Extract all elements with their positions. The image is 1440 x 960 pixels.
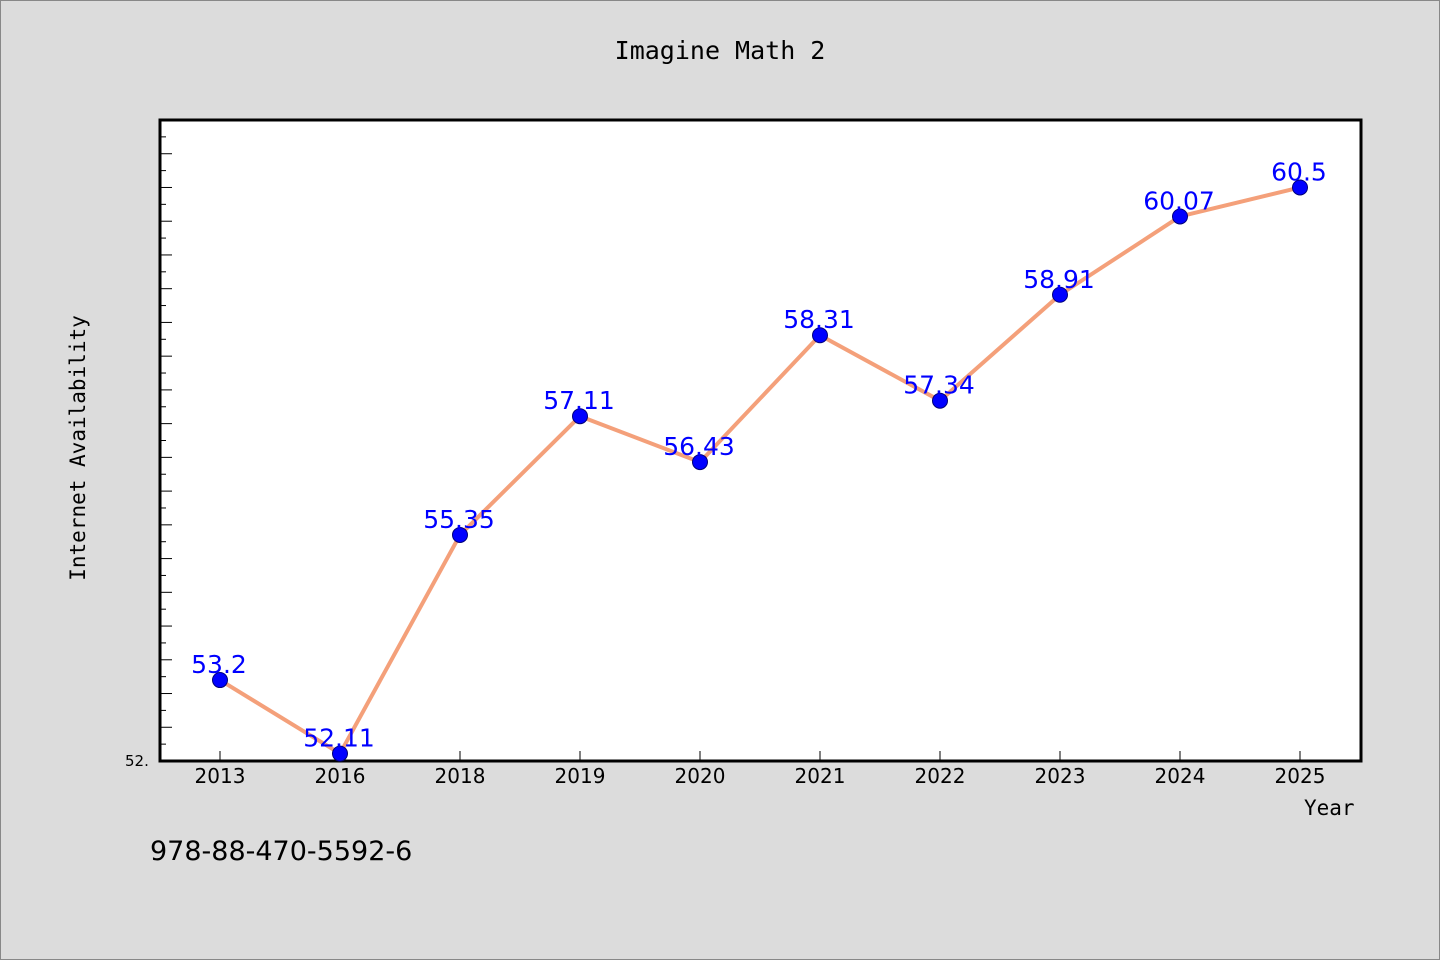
isbn-text: 978-88-470-5592-6 xyxy=(150,836,413,867)
x-tick-label: 2024 xyxy=(1155,764,1206,788)
x-tick-label: 2023 xyxy=(1035,764,1086,788)
series-line xyxy=(218,185,1301,756)
x-tick-label: 2021 xyxy=(795,764,846,788)
data-label: 55.35 xyxy=(423,505,495,534)
data-label: 57.34 xyxy=(903,371,975,400)
data-point xyxy=(212,672,228,689)
data-label: 52.11 xyxy=(303,724,375,753)
data-point xyxy=(1052,286,1068,303)
data-point xyxy=(332,745,348,762)
data-label: 60.5 xyxy=(1271,157,1327,186)
x-axis-ticks: 2013 2016 2018 2019 2020 2021 2022 2023 2024 2025 xyxy=(195,751,1326,788)
x-tick-label: 2022 xyxy=(915,764,966,788)
y-min-tick-label: 52. xyxy=(125,752,149,770)
data-label: 57.11 xyxy=(543,386,615,415)
data-labels: 53.2 52.11 55.35 57.11 56.43 58.31 57.34 58.91 6… xyxy=(191,157,1327,752)
data-point xyxy=(692,454,708,471)
data-point xyxy=(1172,208,1188,225)
series-markers xyxy=(212,179,1308,762)
data-label: 56.43 xyxy=(663,432,735,461)
data-point xyxy=(932,392,948,409)
data-point xyxy=(1292,179,1308,196)
data-point xyxy=(452,526,468,543)
x-tick-label: 2025 xyxy=(1275,764,1326,788)
x-tick-label: 2016 xyxy=(315,764,366,788)
x-tick-label: 2013 xyxy=(195,764,246,788)
data-point xyxy=(572,408,588,425)
x-tick-label: 2018 xyxy=(435,764,486,788)
data-label: 58.91 xyxy=(1023,265,1095,294)
x-axis-label: Year xyxy=(1304,796,1355,820)
data-label: 58.31 xyxy=(783,305,855,334)
data-label: 60.07 xyxy=(1143,186,1215,215)
data-label: 53.2 xyxy=(191,650,247,679)
data-point xyxy=(812,327,828,344)
y-axis-ticks xyxy=(160,119,172,762)
x-tick-label: 2020 xyxy=(675,764,726,788)
chart-title: Imagine Math 2 xyxy=(614,36,826,65)
x-tick-label: 2019 xyxy=(555,764,606,788)
